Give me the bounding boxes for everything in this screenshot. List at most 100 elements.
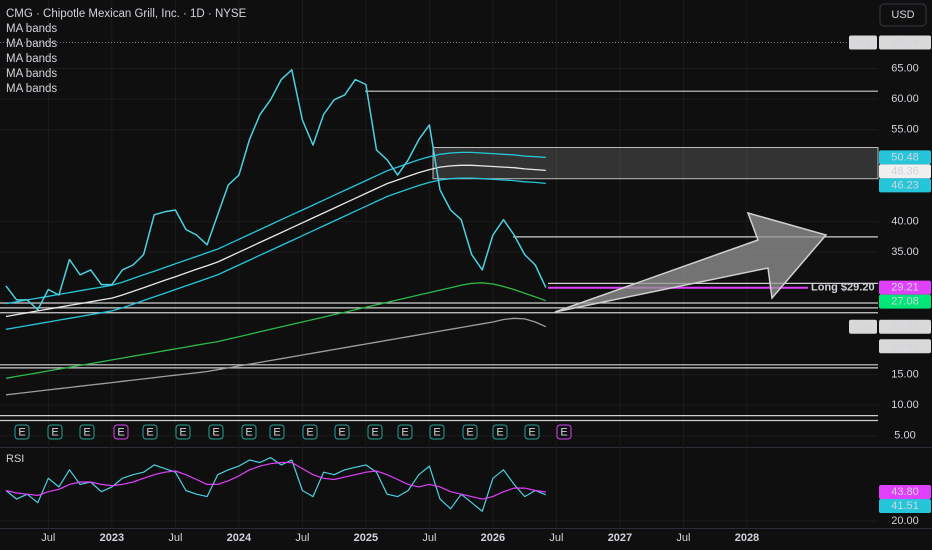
price-tag-box	[849, 319, 877, 334]
series-line	[5, 282, 547, 379]
x-tick-label: Jul	[295, 532, 309, 544]
price-tag: Low	[853, 321, 873, 333]
currency-button[interactable]	[879, 3, 927, 27]
earnings-label: E	[560, 426, 567, 438]
y-tick-label: 15.00	[891, 369, 919, 381]
rsi-tick-label: 20.00	[891, 515, 919, 527]
price-label-box	[879, 484, 931, 499]
legend-entry: MA bands	[6, 23, 57, 35]
series-line	[5, 461, 546, 500]
series-line	[5, 177, 546, 330]
earnings-marker	[241, 424, 257, 440]
earnings-marker	[302, 424, 318, 440]
rsi-title: RSI	[6, 453, 24, 465]
price-label-box	[879, 178, 931, 193]
earnings-marker	[113, 424, 129, 440]
x-tick-label: Jul	[549, 532, 563, 544]
earnings-marker	[269, 424, 285, 440]
x-tick-label: 2028	[735, 532, 759, 544]
legend-entry: MA bands	[6, 53, 57, 65]
earnings-label: E	[18, 426, 25, 438]
x-tick-label: 2024	[227, 532, 252, 544]
earnings-label: E	[528, 426, 535, 438]
projection-arrow	[554, 211, 828, 313]
price-label-box	[879, 498, 931, 513]
earnings-label: E	[146, 426, 153, 438]
earnings-label: E	[466, 426, 473, 438]
price-tag: High	[852, 36, 875, 48]
price-label: 43.80	[891, 486, 919, 498]
earnings-marker	[175, 424, 191, 440]
y-tick-label: 10.00	[891, 399, 919, 411]
currency[interactable]: USD	[891, 9, 914, 21]
legend-entry: MA bands	[6, 38, 57, 50]
x-tick-label: 2023	[100, 532, 124, 544]
x-tick-label: 2026	[481, 532, 505, 544]
earnings-marker	[142, 424, 158, 440]
y-tick-label: 35.00	[891, 246, 919, 258]
series-line	[5, 317, 547, 396]
chart-title: CMG · Chipotle Mexican Grill, Inc. · 1D …	[6, 8, 247, 20]
y-tick-label: 5.00	[894, 430, 915, 442]
series-line	[5, 457, 547, 512]
earnings-marker	[208, 424, 224, 440]
price-label: 50.48	[891, 151, 919, 163]
series-line	[5, 69, 547, 311]
y-tick-label: 65.00	[891, 62, 919, 74]
price-label-box	[879, 35, 931, 50]
earnings-label: E	[306, 426, 313, 438]
series-line	[5, 164, 546, 318]
series-line	[5, 151, 546, 305]
price-label-box	[879, 280, 931, 295]
earnings-label: E	[83, 426, 90, 438]
earnings-label: E	[51, 426, 58, 438]
y-tick-label: 55.00	[891, 124, 919, 136]
price-label: 69.26	[891, 36, 919, 48]
earnings-marker	[492, 424, 508, 440]
y-tick-label: 40.00	[891, 215, 919, 227]
earnings-marker	[79, 424, 95, 440]
earnings-label: E	[401, 426, 408, 438]
price-label: 41.51	[891, 500, 919, 512]
earnings-label: E	[433, 426, 440, 438]
legend-entry: MA bands	[6, 68, 57, 80]
earnings-marker	[47, 424, 63, 440]
earnings-marker	[524, 424, 540, 440]
x-tick-label: 2025	[354, 532, 378, 544]
earnings-marker	[556, 424, 572, 440]
earnings-marker	[14, 424, 30, 440]
x-tick-label: 2027	[608, 532, 632, 544]
earnings-marker	[334, 424, 350, 440]
price-tag-box	[849, 35, 877, 50]
price-label-box	[879, 339, 931, 354]
x-tick-label: Jul	[41, 532, 55, 544]
price-label-box	[879, 150, 931, 165]
price-label-box	[879, 319, 931, 334]
price-label: 48.36	[891, 165, 919, 177]
earnings-marker	[367, 424, 383, 440]
earnings-marker	[462, 424, 478, 440]
earnings-label: E	[179, 426, 186, 438]
earnings-label: E	[273, 426, 280, 438]
legend-entry: MA bands	[6, 83, 57, 95]
price-label: 22.82	[891, 321, 919, 333]
earnings-label: E	[371, 426, 378, 438]
earnings-marker	[429, 424, 445, 440]
x-tick-label: Jul	[422, 532, 436, 544]
earnings-label: E	[496, 426, 503, 438]
plot-front: Jul 2023 Jul 2024 Jul 2025 Jul 2026 Jul 2027 Jul 20…	[6, 23, 931, 544]
earnings-label: E	[338, 426, 345, 438]
x-tick-label: Jul	[676, 532, 690, 544]
price-label: 27.08	[891, 296, 919, 308]
earnings-label: E	[117, 426, 124, 438]
price-zone	[432, 147, 879, 180]
price-label: 46.23	[891, 179, 919, 191]
earnings-label: E	[212, 426, 219, 438]
price-label: 19.63	[891, 340, 919, 352]
price-label-box	[879, 164, 931, 179]
long-position-label: Long $29.20	[811, 282, 875, 294]
price-label-box	[879, 294, 931, 309]
y-tick-label: 60.00	[891, 93, 919, 105]
